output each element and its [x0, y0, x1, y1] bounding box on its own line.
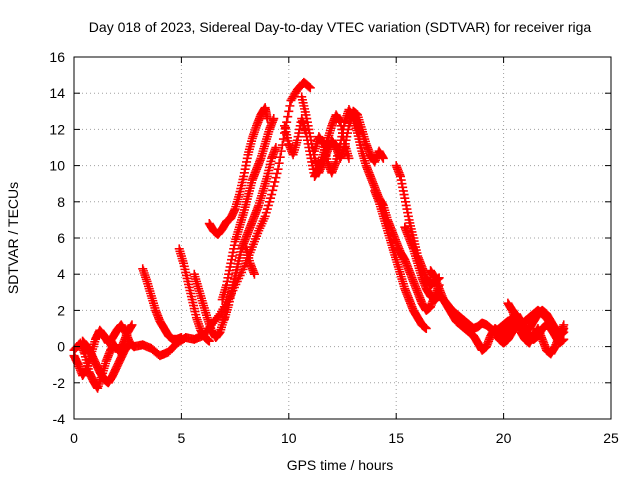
x-tick-label: 10	[281, 430, 297, 446]
data-point-marker	[305, 83, 315, 93]
y-axis-label: SDTVAR / TECUs	[5, 182, 21, 294]
y-axis: -4 -2 0 2 4 6 8 10 12 14 16	[49, 49, 611, 427]
y-tick-label: -2	[53, 375, 66, 391]
data-point-marker	[273, 164, 283, 174]
data-point-marker	[421, 324, 431, 333]
data-point-marker	[267, 190, 277, 200]
data-point-marker	[269, 114, 279, 124]
y-tick-label: 2	[57, 302, 65, 318]
data-points-layer	[69, 77, 569, 393]
chart-title: Day 018 of 2023, Sidereal Day-to-day VTE…	[89, 19, 592, 35]
data-point-marker	[283, 112, 293, 122]
series-trace-e	[138, 264, 186, 344]
data-point-marker	[378, 153, 388, 163]
series-trace-q	[400, 222, 569, 341]
data-point-marker	[274, 158, 284, 168]
data-point-marker	[268, 185, 278, 195]
x-tick-label: 25	[603, 430, 619, 446]
data-point-marker	[285, 101, 295, 111]
data-point-marker	[269, 181, 279, 191]
series-trace-c	[78, 336, 135, 388]
x-axis: 0 5 10 15 20 25	[70, 57, 619, 446]
y-tick-label: 16	[49, 49, 65, 65]
y-tick-label: -4	[53, 411, 66, 427]
data-point-marker	[249, 269, 259, 279]
series-trace-d	[129, 77, 315, 361]
x-tick-label: 20	[496, 430, 512, 446]
data-point-marker	[303, 81, 313, 91]
series-trace-o	[370, 186, 431, 333]
y-tick-label: 6	[57, 230, 65, 246]
series-trace-g	[189, 269, 229, 343]
data-point-marker	[284, 106, 294, 116]
data-point-marker	[272, 168, 282, 178]
y-tick-label: 4	[57, 266, 65, 282]
data-point-marker	[304, 82, 314, 92]
series-trace-h	[204, 103, 272, 239]
grid-lines	[74, 57, 611, 419]
series-trace-f	[174, 244, 214, 346]
data-point-marker	[204, 336, 214, 346]
x-axis-label: GPS time / hours	[287, 457, 394, 473]
data-point-marker	[270, 177, 280, 187]
data-point-marker	[559, 320, 569, 330]
data-point-marker	[275, 152, 285, 162]
data-point-marker	[344, 153, 354, 163]
y-tick-label: 14	[49, 85, 65, 101]
series-trace-t	[503, 298, 569, 359]
y-tick-label: 0	[57, 339, 65, 355]
data-point-marker	[127, 320, 137, 330]
y-tick-label: 12	[49, 121, 65, 137]
x-tick-label: 15	[388, 430, 404, 446]
x-tick-label: 5	[178, 430, 186, 446]
x-tick-label: 0	[70, 430, 78, 446]
data-point-marker	[125, 340, 135, 350]
data-point-marker	[176, 333, 186, 343]
series-trace-n	[310, 104, 444, 315]
data-point-marker	[271, 143, 281, 152]
series-trace-k	[241, 242, 259, 279]
series-trace-j	[219, 143, 281, 324]
y-tick-label: 8	[57, 194, 65, 210]
data-point-marker	[271, 173, 281, 183]
y-tick-label: 10	[49, 158, 65, 174]
